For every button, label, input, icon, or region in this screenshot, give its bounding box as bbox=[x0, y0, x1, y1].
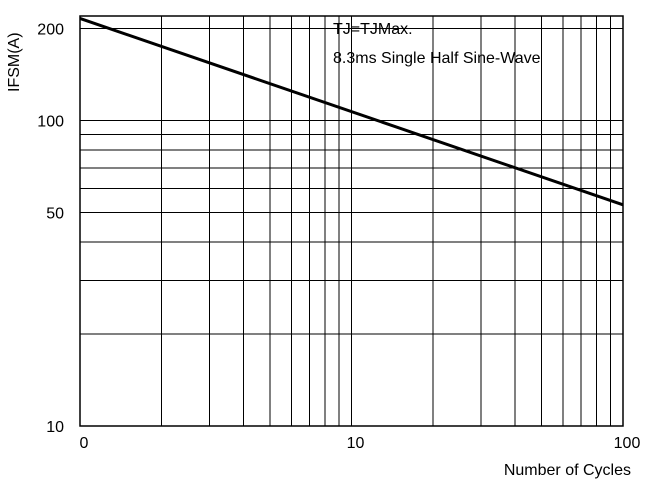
annotation-waveform: 8.3ms Single Half Sine-Wave bbox=[333, 50, 541, 67]
annotation-tj: TJ=TJMax. bbox=[333, 21, 413, 38]
plot-frame bbox=[79, 15, 624, 427]
surge-current-curve bbox=[79, 17, 624, 207]
y-tick-label: 100 bbox=[37, 114, 64, 131]
y-tick-label: 50 bbox=[46, 206, 64, 223]
x-tick-label: 0 bbox=[80, 435, 89, 452]
grid bbox=[80, 16, 623, 426]
x-tick-label: 100 bbox=[614, 435, 641, 452]
x-tick-label: 10 bbox=[347, 435, 365, 452]
y-axis-label: IFSM(A) bbox=[6, 32, 23, 92]
curve-group bbox=[79, 17, 624, 207]
x-axis-label: Number of Cycles bbox=[504, 462, 631, 479]
y-tick-label: 10 bbox=[46, 419, 64, 436]
tick-labels: 0 10 100 200 100 50 10 bbox=[37, 22, 640, 452]
y-tick-label: 200 bbox=[37, 22, 64, 39]
